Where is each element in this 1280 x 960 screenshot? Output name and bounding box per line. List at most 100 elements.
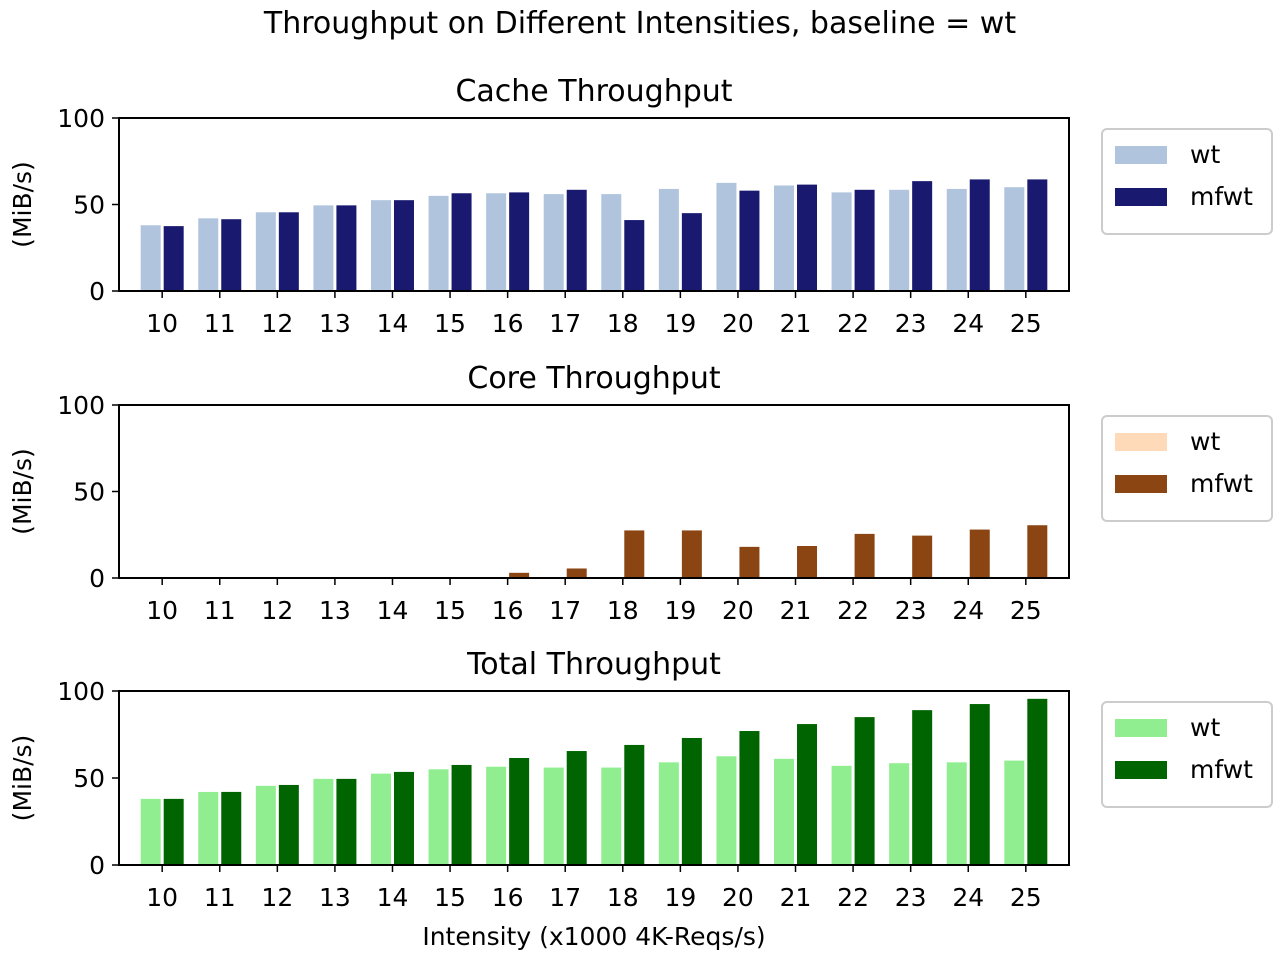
bar-mfwt-16 — [509, 192, 530, 291]
x-tick-label: 12 — [261, 596, 293, 625]
x-tick-label: 17 — [549, 596, 581, 625]
bar-wt-23 — [889, 189, 910, 291]
x-tick-label: 12 — [261, 883, 293, 912]
bar-mfwt-12 — [278, 784, 299, 865]
x-tick-label: 17 — [549, 883, 581, 912]
bar-mfwt-12 — [278, 212, 299, 291]
legend-swatch-mfwt — [1115, 188, 1167, 206]
bar-mfwt-17 — [566, 568, 587, 578]
bar-mfwt-16 — [509, 757, 530, 865]
bar-wt-22 — [831, 192, 852, 291]
bar-mfwt-24 — [969, 704, 990, 865]
bar-wt-25 — [1004, 187, 1025, 291]
x-tick-label: 25 — [1010, 596, 1042, 625]
bar-wt-21 — [774, 758, 795, 865]
x-tick-label: 22 — [837, 309, 869, 338]
bar-wt-14 — [370, 773, 391, 865]
y-tick-label: 100 — [57, 677, 105, 706]
x-tick-label: 13 — [319, 596, 351, 625]
x-tick-label: 18 — [607, 883, 639, 912]
bar-mfwt-17 — [566, 751, 587, 865]
x-tick-label: 17 — [549, 309, 581, 338]
bar-mfwt-16 — [509, 572, 530, 578]
bar-wt-13 — [313, 778, 334, 865]
bar-mfwt-24 — [969, 179, 990, 291]
plot-frame — [118, 690, 1070, 866]
bar-wt-13 — [313, 205, 334, 291]
bar-mfwt-23 — [912, 710, 933, 865]
bar-wt-12 — [255, 785, 276, 865]
bar-mfwt-18 — [624, 744, 645, 865]
x-tick-label: 11 — [204, 883, 236, 912]
x-tick-label: 18 — [607, 596, 639, 625]
bar-mfwt-21 — [797, 545, 818, 578]
x-tick-label: 10 — [146, 883, 178, 912]
bar-wt-16 — [486, 766, 507, 865]
x-tick-label: 14 — [377, 883, 409, 912]
bar-mfwt-20 — [739, 190, 760, 291]
bar-mfwt-22 — [854, 533, 875, 578]
legend-label-mfwt: mfwt — [1190, 755, 1253, 784]
bar-mfwt-25 — [1027, 525, 1048, 578]
chart-panels: Cache Throughput (MiB/s) 10 11 12 13 14 15 16 17 1… — [8, 74, 1273, 912]
x-tick-label: 14 — [377, 596, 409, 625]
x-tick-label: 11 — [204, 596, 236, 625]
legend-swatch-mfwt — [1115, 761, 1167, 779]
bar-wt-17 — [543, 767, 564, 865]
bar-mfwt-23 — [912, 535, 933, 578]
bar-mfwt-13 — [336, 205, 357, 291]
legend: wt mfwt — [1101, 415, 1273, 522]
panel-title: Core Throughput — [467, 361, 720, 396]
bar-mfwt-15 — [451, 764, 472, 865]
figure-suptitle: Throughput on Different Intensities, bas… — [263, 6, 1016, 41]
bar-mfwt-19 — [681, 530, 702, 578]
legend-label-wt: wt — [1190, 140, 1220, 169]
x-tick-label: 22 — [837, 596, 869, 625]
y-tick-label: 0 — [89, 277, 105, 306]
x-tick-label: 11 — [204, 309, 236, 338]
bar-mfwt-10 — [163, 226, 184, 291]
panel-title: Total Throughput — [466, 647, 721, 682]
legend-swatch-wt — [1115, 146, 1167, 164]
bar-wt-10 — [140, 798, 161, 865]
x-tick-label: 23 — [895, 883, 927, 912]
bar-wt-16 — [486, 193, 507, 291]
legend-swatch-wt — [1115, 433, 1167, 451]
bar-mfwt-10 — [163, 798, 184, 865]
x-tick-label: 15 — [434, 596, 466, 625]
y-tick-label: 100 — [57, 391, 105, 420]
x-tick-label: 20 — [722, 309, 754, 338]
legend-label-mfwt: mfwt — [1190, 469, 1253, 498]
x-tick-label: 13 — [319, 883, 351, 912]
bar-mfwt-13 — [336, 778, 357, 865]
plot-frame — [118, 404, 1070, 579]
y-tick-label: 100 — [57, 104, 105, 133]
bar-wt-18 — [601, 194, 622, 291]
bar-wt-18 — [601, 767, 622, 865]
bar-wt-19 — [658, 188, 679, 291]
bar-mfwt-21 — [797, 184, 818, 291]
bar-mfwt-14 — [393, 771, 414, 865]
panel-1: Cache Throughput (MiB/s) 10 11 12 13 14 15 16 17 1… — [8, 74, 1273, 338]
panel-3: Total Throughput (MiB/s) 10 11 12 13 14 15 16 17 1… — [8, 647, 1273, 912]
x-tick-label: 16 — [492, 309, 524, 338]
x-tick-label: 12 — [261, 309, 293, 338]
x-tick-label: 22 — [837, 883, 869, 912]
bar-mfwt-14 — [393, 200, 414, 291]
x-tick-label: 21 — [780, 883, 812, 912]
bar-mfwt-19 — [681, 737, 702, 865]
bar-mfwt-18 — [624, 530, 645, 578]
bar-mfwt-22 — [854, 717, 875, 865]
y-tick-label: 50 — [73, 191, 105, 220]
x-tick-label: 19 — [664, 309, 696, 338]
bar-mfwt-23 — [912, 181, 933, 291]
bar-mfwt-20 — [739, 546, 760, 578]
bar-mfwt-11 — [221, 791, 242, 865]
bar-mfwt-19 — [681, 213, 702, 291]
x-tick-label: 10 — [146, 596, 178, 625]
x-tick-label: 20 — [722, 883, 754, 912]
x-axis-label: Intensity (x1000 4K-Reqs/s) — [422, 922, 765, 951]
x-tick-label: 23 — [895, 596, 927, 625]
legend-label-wt: wt — [1190, 427, 1220, 456]
